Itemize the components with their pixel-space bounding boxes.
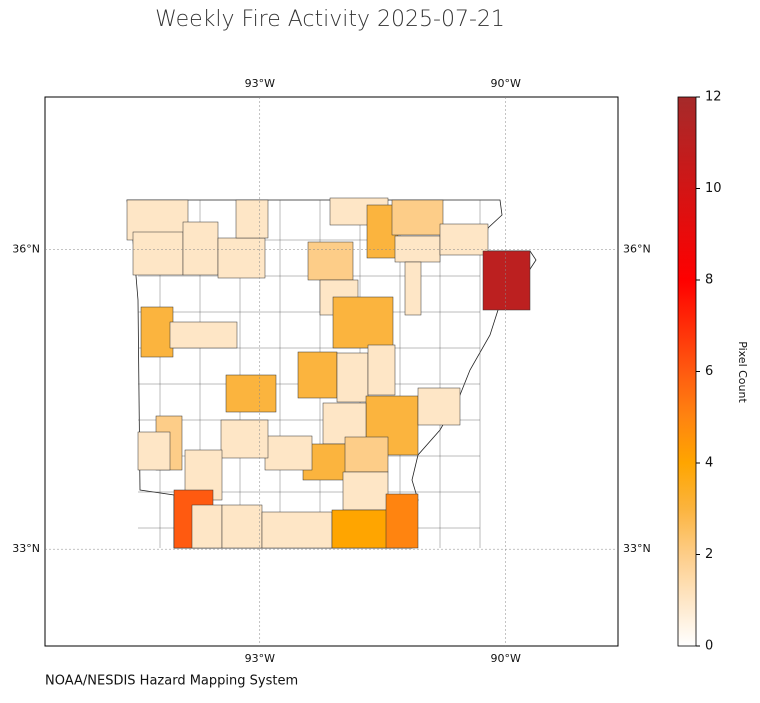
county [439, 223, 489, 256]
title: Weekly Fire Activity 2025-07-21 [155, 7, 505, 32]
county [344, 436, 389, 473]
county [132, 231, 184, 276]
lon-label-bottom: 90°W [491, 652, 521, 665]
county [336, 352, 369, 403]
county [385, 493, 419, 549]
county [404, 261, 422, 316]
county [261, 511, 333, 549]
county [332, 296, 394, 349]
colorbar-tick-label: 0 [705, 639, 713, 654]
county [235, 199, 269, 239]
lat-label-right: 36°N [623, 243, 651, 256]
source: NOAA/NESDIS Hazard Mapping System [45, 674, 298, 689]
colorbar-tick-label: 10 [705, 181, 722, 196]
lat-label-left: 36°N [12, 243, 40, 256]
county [169, 321, 238, 349]
county [217, 237, 266, 279]
county [331, 509, 389, 549]
lat-label-left: 33°N [12, 542, 40, 555]
colorbar [677, 96, 697, 647]
county [264, 435, 313, 471]
county [417, 387, 461, 426]
lon-label-bottom: 93°W [245, 652, 275, 665]
colorbar-tick-label: 2 [705, 547, 713, 562]
map-frame [44, 96, 619, 647]
county [137, 431, 171, 471]
county [191, 504, 223, 549]
county [140, 306, 174, 358]
county [220, 419, 269, 459]
lon-label-top: 90°W [491, 77, 521, 90]
county [367, 344, 396, 396]
county [307, 241, 354, 281]
county [482, 250, 531, 311]
county [394, 235, 441, 263]
county [391, 199, 444, 236]
colorbar-tick-label: 6 [705, 364, 713, 379]
county [342, 471, 389, 511]
lon-label-top: 93°W [245, 77, 275, 90]
colorbar-tick-label: 4 [705, 456, 713, 471]
colorbar-tick-label: 12 [705, 90, 722, 105]
county [221, 504, 263, 549]
lat-label-right: 33°N [623, 542, 651, 555]
colorbar-label: Pixel Count [736, 341, 749, 403]
county [297, 351, 338, 399]
colorbar-tick-label: 8 [705, 273, 713, 288]
county [225, 374, 277, 413]
county [182, 221, 219, 276]
